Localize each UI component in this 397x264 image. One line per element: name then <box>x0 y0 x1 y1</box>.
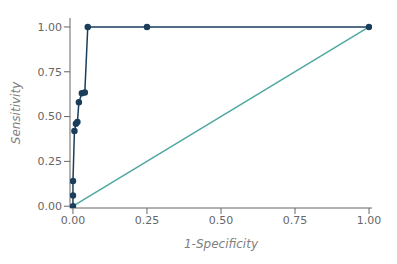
svg-text:0.00: 0.00 <box>61 214 86 227</box>
svg-text:1-Specificity: 1-Specificity <box>184 237 259 251</box>
svg-text:0.00: 0.00 <box>38 200 63 213</box>
svg-text:0.75: 0.75 <box>38 66 63 79</box>
svg-text:0.50: 0.50 <box>38 110 63 123</box>
svg-text:1.00: 1.00 <box>38 21 63 34</box>
svg-text:Sensitivity: Sensitivity <box>9 81 23 144</box>
svg-text:0.25: 0.25 <box>135 214 160 227</box>
svg-text:0.75: 0.75 <box>283 214 308 227</box>
svg-text:1.00: 1.00 <box>357 214 382 227</box>
svg-text:0.50: 0.50 <box>209 214 234 227</box>
svg-text:0.25: 0.25 <box>38 155 63 168</box>
